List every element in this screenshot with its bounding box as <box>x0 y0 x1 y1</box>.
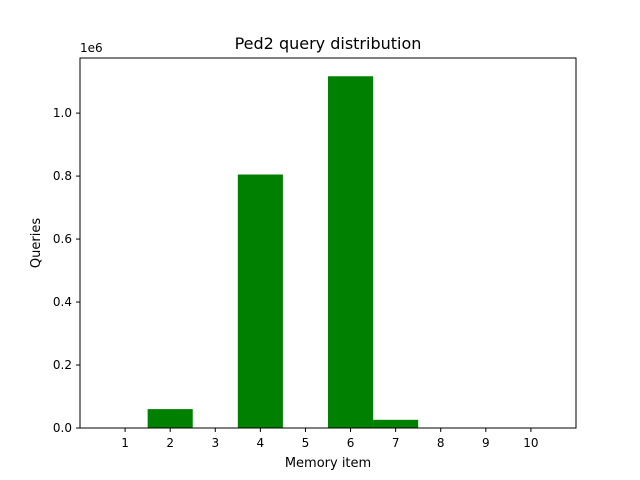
x-tick-label: 6 <box>347 436 355 450</box>
chart-title: Ped2 query distribution <box>235 34 422 53</box>
x-tick-label: 4 <box>257 436 265 450</box>
x-tick-label: 2 <box>166 436 174 450</box>
bar-item-4 <box>237 174 283 428</box>
y-tick-label: 0.8 <box>53 169 72 183</box>
bar-item-7 <box>373 419 419 428</box>
bar-item-6 <box>328 76 374 428</box>
x-axis-label: Memory item <box>285 456 371 471</box>
x-tick-label: 5 <box>302 436 310 450</box>
y-tick-label: 0.4 <box>53 295 72 309</box>
y-axis-label: Queries <box>29 218 44 268</box>
plot-frame <box>79 57 577 429</box>
bars-group <box>147 76 419 428</box>
y-tick-label: 0.0 <box>53 421 72 435</box>
y-offset-text: 1e6 <box>80 41 103 55</box>
bar-item-2 <box>147 409 193 428</box>
y-tick-label: 1.0 <box>53 106 72 120</box>
x-axis-ticks: 1 2 3 4 5 6 7 8 9 10 <box>121 428 539 450</box>
x-tick-label: 1 <box>121 436 129 450</box>
x-tick-label: 9 <box>482 436 490 450</box>
x-tick-label: 7 <box>392 436 400 450</box>
y-tick-label: 0.6 <box>53 232 72 246</box>
y-tick-label: 0.2 <box>53 358 72 372</box>
y-axis-ticks: 0.0 0.2 0.4 0.6 0.8 1.0 <box>53 106 80 435</box>
x-tick-label: 3 <box>211 436 219 450</box>
x-tick-label: 10 <box>523 436 538 450</box>
x-tick-label: 8 <box>437 436 445 450</box>
